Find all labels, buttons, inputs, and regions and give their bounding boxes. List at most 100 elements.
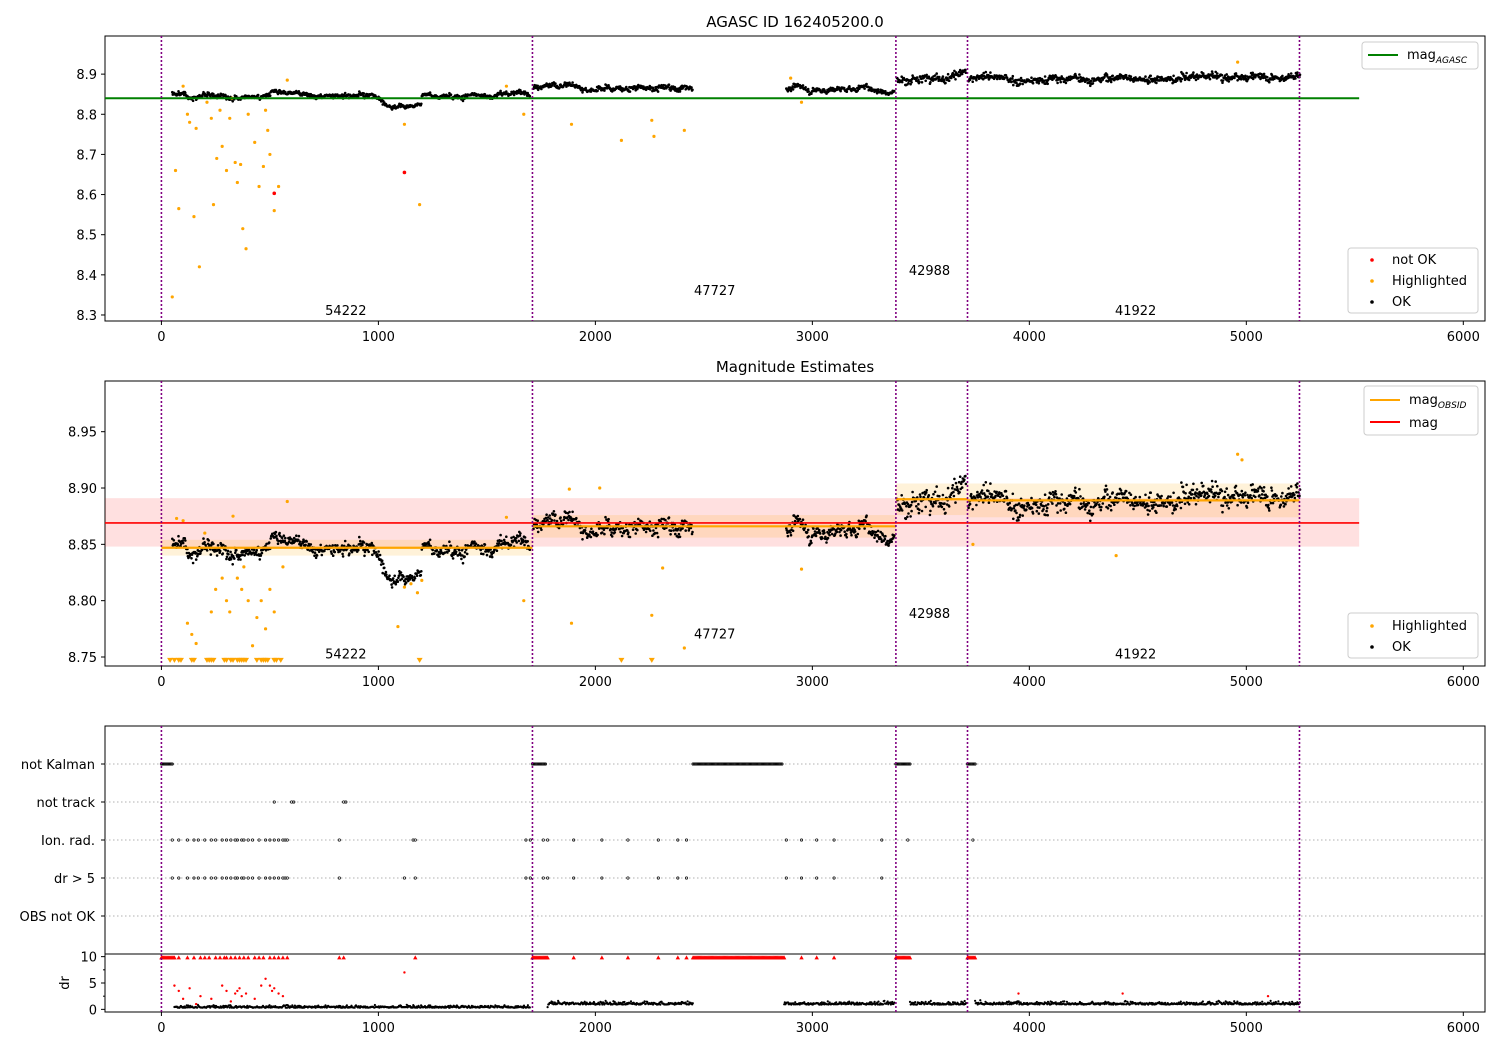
flag-label: OBS not OK — [20, 910, 96, 925]
ok-point — [329, 550, 333, 553]
highlighted-point — [266, 128, 270, 132]
ok-point — [1086, 511, 1089, 515]
ok-point — [1109, 80, 1113, 84]
ok-point — [518, 534, 522, 537]
legend-agasc-label: magAGASC — [1407, 48, 1468, 66]
ok-point — [255, 548, 258, 552]
ok-point — [1079, 502, 1083, 506]
ok-point — [1077, 76, 1080, 80]
ok-point — [1254, 76, 1257, 79]
highlighted-point — [522, 599, 526, 603]
ok-point — [825, 541, 828, 544]
ok-point — [910, 500, 914, 504]
ok-point — [1031, 512, 1035, 515]
ok-point — [929, 509, 932, 513]
ok-point — [1162, 504, 1165, 508]
ok-point — [955, 485, 959, 489]
ok-point — [1144, 75, 1147, 78]
flag-label: Ion. rad. — [41, 834, 95, 849]
ok-point — [1109, 508, 1113, 512]
ok-point — [1133, 504, 1136, 508]
clipped-marker — [171, 657, 178, 663]
flag-marker — [880, 838, 884, 842]
ok-point — [428, 91, 432, 94]
ok-point — [1266, 75, 1269, 79]
ok-point — [909, 503, 913, 507]
ok-point — [244, 552, 248, 555]
ok-point — [791, 85, 794, 88]
ok-point — [371, 553, 374, 557]
ok-point — [597, 527, 601, 530]
ok-point — [1277, 77, 1281, 80]
ok-point — [1233, 76, 1236, 80]
ok-point — [297, 538, 300, 542]
ok-point — [564, 511, 568, 514]
ok-point — [845, 532, 848, 536]
ok-point — [1148, 81, 1151, 84]
ok-point — [1195, 488, 1199, 491]
ok-point — [1146, 508, 1149, 512]
legend-box — [1347, 247, 1479, 314]
ok-point — [684, 529, 687, 532]
ok-point — [874, 530, 878, 534]
ok-point — [1014, 509, 1017, 512]
legend-label: Highlighted — [1392, 619, 1467, 634]
flag-marker — [337, 876, 341, 880]
ok-point — [907, 512, 910, 515]
ok-point — [958, 491, 961, 494]
ok-point — [1044, 504, 1048, 507]
ok-point — [995, 490, 998, 494]
ok-point — [536, 519, 539, 522]
flag-marker — [656, 876, 660, 880]
ok-point — [1103, 495, 1106, 499]
highlighted-point — [789, 76, 793, 80]
ok-point — [1063, 507, 1066, 511]
ok-point — [1005, 76, 1009, 79]
ok-point — [269, 537, 273, 540]
ok-point — [515, 541, 518, 544]
ok-point — [1012, 517, 1015, 521]
ok-point — [1267, 507, 1271, 510]
ok-point — [974, 496, 977, 500]
dr-ok-point — [551, 1001, 554, 1004]
ok-point — [843, 530, 846, 533]
ok-point — [1045, 509, 1048, 513]
ok-point — [1059, 509, 1062, 512]
ok-point — [1146, 513, 1150, 516]
ok-point — [1203, 494, 1207, 497]
ok-point — [1250, 488, 1254, 492]
ok-point — [1264, 503, 1268, 507]
ok-point — [676, 527, 680, 531]
ok-point — [1055, 504, 1058, 507]
ok-point — [553, 519, 556, 522]
ok-point — [830, 532, 834, 536]
ok-point — [370, 541, 374, 545]
ok-point — [951, 486, 954, 490]
ok-point — [828, 533, 831, 537]
ok-point — [202, 537, 205, 540]
highlighted-point — [402, 122, 407, 126]
ok-point — [947, 505, 951, 508]
ok-point — [1046, 513, 1049, 517]
ok-point — [172, 539, 176, 542]
ok-point — [943, 502, 946, 505]
highlighted-point — [1240, 458, 1244, 462]
highlighted-point — [239, 162, 243, 167]
ok-point — [850, 533, 853, 537]
flag-marker — [656, 838, 660, 842]
y-tick-label: 0 — [89, 1003, 97, 1018]
ok-point — [584, 86, 587, 90]
ok-point — [900, 509, 904, 512]
ok-point — [943, 78, 946, 81]
ok-point — [848, 85, 851, 88]
ok-point — [384, 570, 388, 574]
ok-point — [1284, 494, 1288, 498]
ok-point — [1258, 494, 1261, 497]
legend-marker-ok — [1370, 645, 1374, 649]
ok-point — [555, 519, 559, 523]
ok-point — [451, 557, 455, 560]
ok-point — [1210, 490, 1213, 494]
ok-point — [975, 503, 978, 507]
ok-point — [279, 541, 283, 544]
ok-point — [900, 80, 904, 84]
